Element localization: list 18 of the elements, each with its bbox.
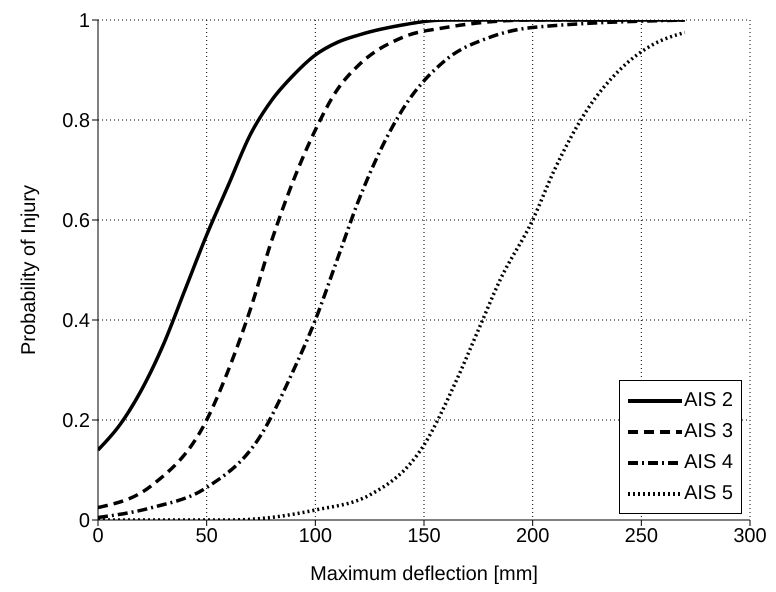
y-tick-label: 0.2 <box>62 410 90 432</box>
y-tick-label: 0.8 <box>62 110 90 132</box>
legend-label: AIS 5 <box>684 482 733 505</box>
y-tick-label: 0.4 <box>62 310 90 332</box>
legend-label: AIS 2 <box>684 389 733 412</box>
x-tick-label: 250 <box>624 525 658 548</box>
legend-label: AIS 4 <box>684 451 733 474</box>
legend-label: AIS 3 <box>684 420 733 443</box>
x-tick-label: 150 <box>407 525 441 548</box>
y-tick-label: 0 <box>78 510 90 532</box>
x-tick-label: 50 <box>196 525 218 548</box>
x-axis-title: Maximum deflection [mm] <box>310 563 538 585</box>
x-tick-label: 100 <box>298 525 332 548</box>
x-tick-label: 200 <box>516 525 550 548</box>
y-tick-label: 0.6 <box>62 210 90 232</box>
y-axis-title: Probability of Injury <box>18 184 40 356</box>
x-tick-label: 300 <box>733 525 767 548</box>
y-tick-label: 1 <box>78 10 90 32</box>
